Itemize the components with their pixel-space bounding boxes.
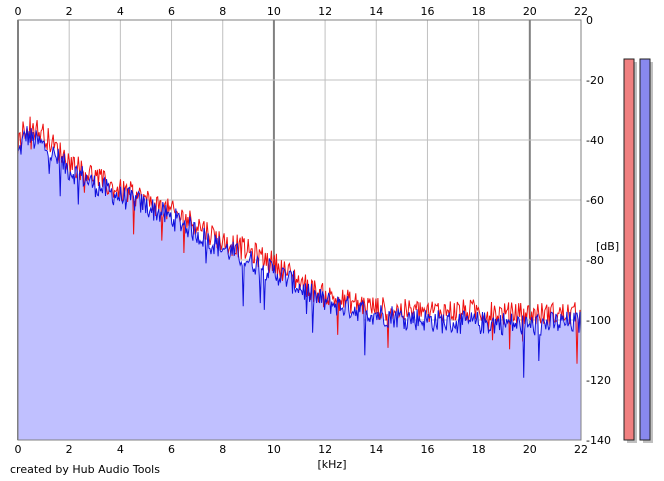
x-tick-label-top: 0: [15, 5, 22, 18]
x-tick-label-bottom: 12: [318, 443, 332, 456]
x-tick-label-bottom: 8: [219, 443, 226, 456]
x-tick-label-top: 18: [472, 5, 486, 18]
x-tick-label-top: 10: [267, 5, 281, 18]
y-tick-label: -20: [586, 74, 604, 87]
y-tick-label: 0: [586, 14, 593, 27]
credit-text: created by Hub Audio Tools: [10, 463, 160, 476]
x-tick-label-top: 20: [523, 5, 537, 18]
x-tick-label-bottom: 20: [523, 443, 537, 456]
x-tick-label-bottom: 6: [168, 443, 175, 456]
x-tick-label-bottom: 14: [369, 443, 383, 456]
x-tick-label-top: 4: [117, 5, 124, 18]
x-tick-label-bottom: 4: [117, 443, 124, 456]
y-tick-label: -40: [586, 134, 604, 147]
x-tick-labels-bottom: 0 2 4 6 8 10 12 14 16 18 20 22: [15, 443, 589, 456]
x-tick-label-bottom: 16: [420, 443, 434, 456]
x-tick-label-bottom: 18: [472, 443, 486, 456]
y-axis-label: [dB]: [596, 240, 619, 253]
y-tick-label: -80: [586, 254, 604, 267]
x-tick-label-top: 22: [574, 5, 588, 18]
level-meter-left: [623, 58, 635, 441]
x-tick-labels-top: 0 2 4 6 8 10 12 14 16 18 20 22: [15, 5, 589, 18]
x-axis-label: [kHz]: [318, 458, 347, 471]
y-tick-label: -60: [586, 194, 604, 207]
series-line-left: [17, 116, 582, 364]
x-tick-label-bottom: 0: [15, 443, 22, 456]
x-tick-label-top: 14: [369, 5, 383, 18]
spectrum-series: [17, 116, 582, 378]
y-tick-labels: 0 -20 -40 -60 -80 -100 -120 -140: [586, 14, 611, 447]
y-tick-label: -120: [586, 374, 611, 387]
level-meter-right: [639, 58, 651, 441]
spectrum-fill-area: [18, 126, 581, 440]
level-meters: [623, 58, 653, 443]
x-tick-label-top: 6: [168, 5, 175, 18]
x-tick-label-bottom: 22: [574, 443, 588, 456]
x-tick-label-top: 2: [66, 5, 73, 18]
x-tick-label-top: 12: [318, 5, 332, 18]
x-tick-label-bottom: 10: [267, 443, 281, 456]
x-tick-label-bottom: 2: [66, 443, 73, 456]
x-tick-label-top: 16: [420, 5, 434, 18]
y-tick-label: -100: [586, 314, 611, 327]
y-tick-label: -140: [586, 434, 611, 447]
series-line-right: [17, 126, 582, 378]
x-tick-label-top: 8: [219, 5, 226, 18]
plot-frame: [17, 19, 582, 441]
